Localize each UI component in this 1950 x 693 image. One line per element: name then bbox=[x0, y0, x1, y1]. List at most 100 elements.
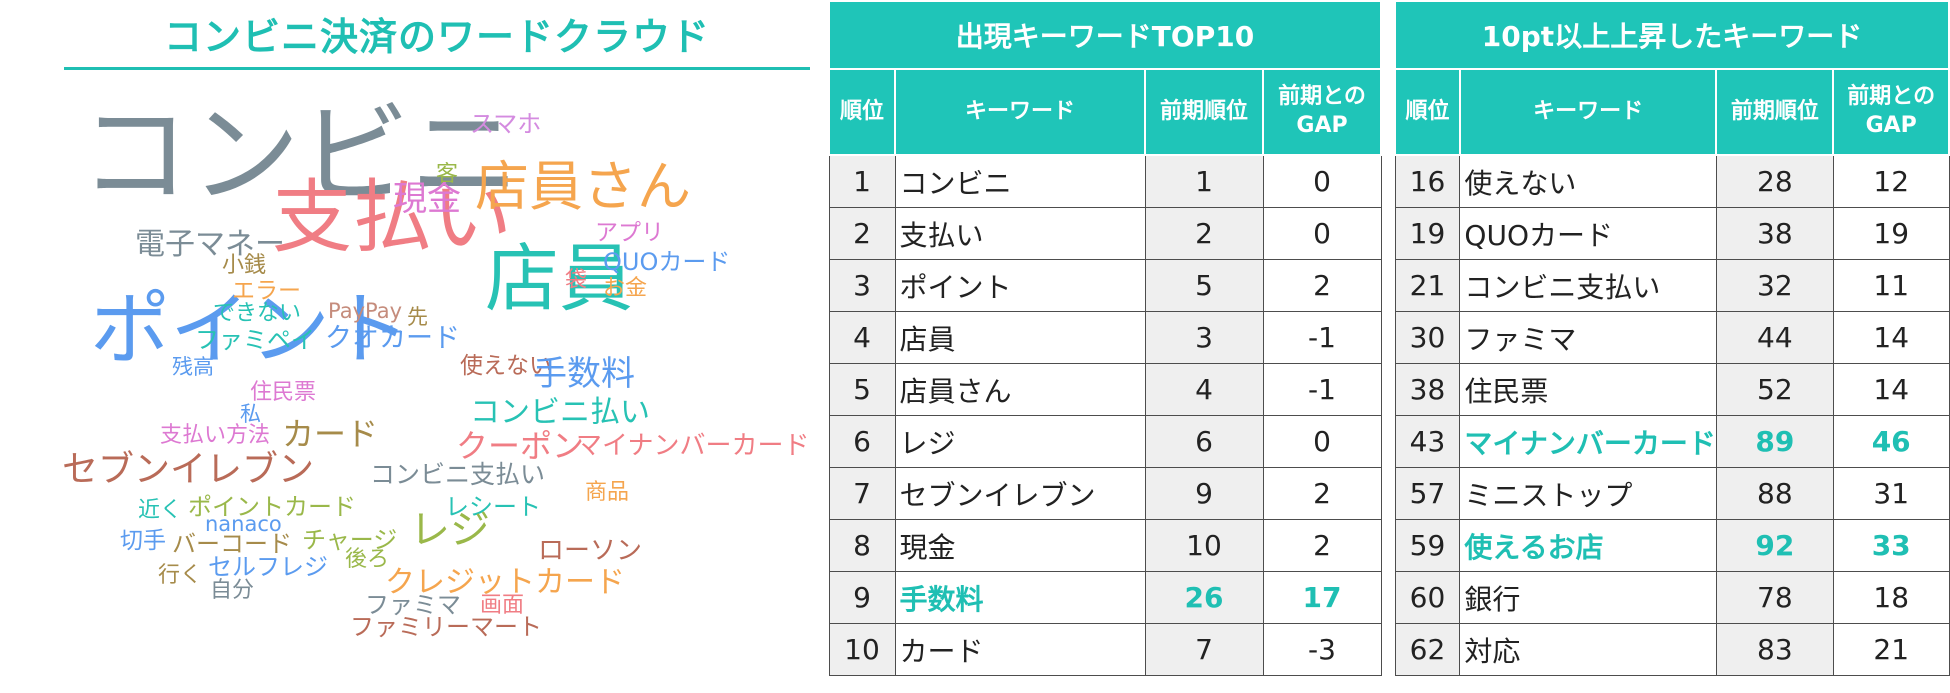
gap-cell: 14 bbox=[1832, 363, 1950, 416]
keyword-cell: コンビニ bbox=[894, 154, 1146, 208]
rank-cell: 2 bbox=[828, 207, 896, 260]
cloud-word: 店員 bbox=[485, 236, 633, 322]
cloud-word: 客 bbox=[436, 162, 459, 187]
gap-header-line2: GAP bbox=[1865, 113, 1917, 138]
rank-header: 順位 bbox=[1394, 68, 1461, 156]
table-row: 8 現金 10 2 bbox=[828, 519, 1382, 572]
cloud-word: 残高 bbox=[172, 355, 214, 379]
keyword-cell: セブンイレブン bbox=[894, 467, 1146, 520]
rank-cell: 9 bbox=[828, 571, 896, 624]
cloud-word: クオカード bbox=[325, 323, 460, 354]
keyword-cell: マイナンバーカード bbox=[1459, 415, 1717, 468]
cloud-word: お金 bbox=[603, 276, 648, 301]
word-cloud: コンビニ 支払い ポイント 店員 店員さん 現金 スマホ客電子マネー アプリ QUOカード袋お金… bbox=[60, 100, 820, 660]
keyword-cell: 支払い bbox=[894, 207, 1146, 260]
cloud-word: 切手 bbox=[120, 528, 166, 554]
wordcloud-title: コンビニ決済のワードクラウド bbox=[163, 15, 710, 59]
cloud-word: QUOカード bbox=[603, 248, 731, 276]
keyword-cell: レジ bbox=[894, 415, 1146, 468]
cloud-word: できない bbox=[213, 301, 302, 326]
prev-rank-cell: 88 bbox=[1715, 467, 1834, 520]
rank-cell: 5 bbox=[828, 363, 896, 416]
prev-rank-cell: 89 bbox=[1715, 415, 1834, 468]
cloud-word: 後ろ bbox=[345, 547, 390, 572]
table-row: 7 セブンイレブン 9 2 bbox=[828, 467, 1382, 520]
cloud-word: アプリ bbox=[595, 220, 664, 246]
rank-cell: 21 bbox=[1394, 259, 1461, 312]
gap-cell: 18 bbox=[1832, 571, 1950, 624]
cloud-word: ファミマ bbox=[365, 591, 461, 619]
keyword-cell: 店員 bbox=[894, 311, 1146, 364]
gap-cell: 2 bbox=[1262, 467, 1382, 520]
cloud-word: 近く bbox=[138, 498, 183, 523]
cloud-word: 画面 bbox=[480, 593, 525, 618]
prev-rank-cell: 2 bbox=[1144, 207, 1264, 260]
cloud-word: セルフレジ bbox=[208, 553, 328, 581]
gap-cell: -3 bbox=[1262, 623, 1382, 676]
rising-keyword-table: 10pt以上上昇したキーワード 順位 キーワード 前期順位 前期との GAP 16… bbox=[1394, 0, 1950, 676]
top10-table-body: 1 コンビニ 1 0 2 支払い 2 0 3 ポイント 5 2 4 店員 3 -1 5 店員さん 4 -1 6 レジ 6 0 7… bbox=[828, 154, 1382, 676]
keyword-cell: ミニストップ bbox=[1459, 467, 1717, 520]
keyword-cell: 銀行 bbox=[1459, 571, 1717, 624]
cloud-word: 商品 bbox=[585, 480, 630, 505]
table-row: 16 使えない 28 12 bbox=[1394, 154, 1950, 208]
keyword-cell: コンビニ支払い bbox=[1459, 259, 1717, 312]
cloud-word: レシート bbox=[445, 493, 541, 521]
rising-table-body: 16 使えない 28 12 19 QUOカード 38 19 21 コンビニ支払い 32 11 30 ファミ… bbox=[1394, 154, 1950, 676]
keyword-cell: 手数料 bbox=[894, 571, 1146, 624]
rank-cell: 16 bbox=[1394, 154, 1461, 208]
prev-rank-cell: 44 bbox=[1715, 311, 1834, 364]
table-row: 6 レジ 6 0 bbox=[828, 415, 1382, 468]
table-row: 43 マイナンバーカード 89 46 bbox=[1394, 415, 1950, 468]
cloud-word: ポイント bbox=[90, 283, 410, 376]
prev-rank-cell: 5 bbox=[1144, 259, 1264, 312]
cloud-word: ファミペイ bbox=[195, 326, 315, 354]
prev-rank-cell: 26 bbox=[1144, 571, 1264, 624]
prev-rank-cell: 32 bbox=[1715, 259, 1834, 312]
rank-cell: 19 bbox=[1394, 207, 1461, 260]
cloud-word: 支払い方法 bbox=[160, 423, 271, 448]
rank-cell: 38 bbox=[1394, 363, 1461, 416]
keyword-cell: 使えるお店 bbox=[1459, 519, 1717, 572]
rank-cell: 43 bbox=[1394, 415, 1461, 468]
table-row: 4 店員 3 -1 bbox=[828, 311, 1382, 364]
gap-cell: 19 bbox=[1832, 207, 1950, 260]
gap-cell: 0 bbox=[1262, 415, 1382, 468]
title-underline bbox=[64, 67, 810, 70]
cloud-word: 店員さん bbox=[475, 155, 691, 218]
table-row: 21 コンビニ支払い 32 11 bbox=[1394, 259, 1950, 312]
table-row: 2 支払い 2 0 bbox=[828, 207, 1382, 260]
gap-header-line1: 前期との bbox=[1847, 84, 1936, 110]
cloud-word: セブンイレブン bbox=[62, 449, 315, 490]
gap-cell: 0 bbox=[1262, 207, 1382, 260]
gap-cell: 12 bbox=[1832, 154, 1950, 208]
gap-cell: 2 bbox=[1262, 519, 1382, 572]
table-row: 60 銀行 78 18 bbox=[1394, 571, 1950, 624]
table-row: 9 手数料 26 17 bbox=[828, 571, 1382, 624]
gap-cell: 46 bbox=[1832, 415, 1950, 468]
keyword-cell: 使えない bbox=[1459, 154, 1717, 208]
keyword-cell: 対応 bbox=[1459, 623, 1717, 676]
prev-rank-cell: 52 bbox=[1715, 363, 1834, 416]
rank-cell: 30 bbox=[1394, 311, 1461, 364]
rank-cell: 60 bbox=[1394, 571, 1461, 624]
prev-rank-cell: 28 bbox=[1715, 154, 1834, 208]
prev-rank-cell: 4 bbox=[1144, 363, 1264, 416]
gap-header: 前期との GAP bbox=[1832, 68, 1950, 156]
keyword-cell: ファミマ bbox=[1459, 311, 1717, 364]
cloud-word: 手数料 bbox=[533, 354, 635, 394]
rank-cell: 57 bbox=[1394, 467, 1461, 520]
gap-cell: 17 bbox=[1262, 571, 1382, 624]
table-row: 19 QUOカード 38 19 bbox=[1394, 207, 1950, 260]
table-row: 38 住民票 52 14 bbox=[1394, 363, 1950, 416]
prev-rank-cell: 3 bbox=[1144, 311, 1264, 364]
gap-header-line2: GAP bbox=[1296, 113, 1348, 138]
keyword-cell: ポイント bbox=[894, 259, 1146, 312]
gap-cell: 21 bbox=[1832, 623, 1950, 676]
rank-cell: 6 bbox=[828, 415, 896, 468]
table-row: 3 ポイント 5 2 bbox=[828, 259, 1382, 312]
cloud-word: クーポン bbox=[456, 427, 585, 465]
table-row: 10 カード 7 -3 bbox=[828, 623, 1382, 676]
cloud-word: レジ bbox=[410, 507, 490, 553]
prev-rank-header: 前期順位 bbox=[1144, 68, 1264, 156]
